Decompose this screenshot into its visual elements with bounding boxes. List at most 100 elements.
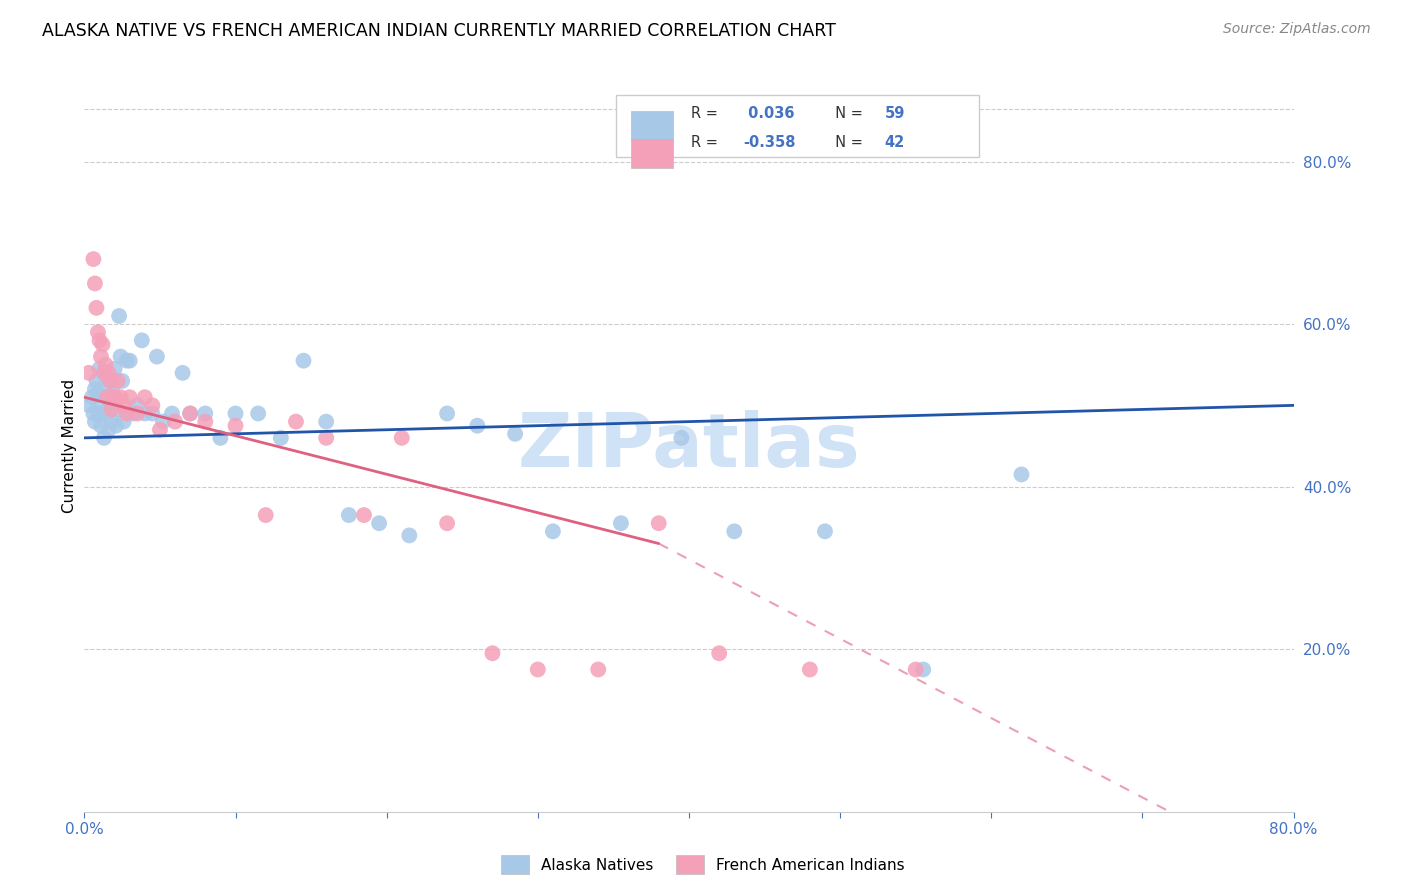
Point	[315, 431, 337, 445]
Text: 0.036: 0.036	[744, 105, 794, 120]
Point	[127, 407, 149, 421]
Point	[115, 353, 138, 368]
Point	[149, 423, 172, 437]
Point	[391, 431, 413, 445]
Point	[814, 524, 837, 539]
Point	[86, 374, 108, 388]
Point	[527, 663, 550, 677]
Point	[87, 325, 110, 339]
Point	[368, 516, 391, 531]
Point	[82, 252, 104, 266]
Point	[86, 301, 108, 315]
Point	[436, 516, 458, 531]
Point	[90, 418, 112, 433]
Point	[247, 407, 270, 421]
Point	[107, 374, 129, 388]
Point	[104, 361, 127, 376]
Point	[82, 407, 104, 421]
Text: R =: R =	[692, 135, 723, 150]
Point	[141, 407, 163, 421]
Point	[112, 398, 135, 412]
Point	[904, 663, 927, 677]
Point	[709, 646, 731, 660]
Point	[100, 402, 122, 417]
Point	[648, 516, 671, 531]
Point	[134, 407, 156, 421]
Point	[101, 386, 124, 401]
Point	[94, 378, 117, 392]
Point	[110, 390, 132, 404]
Point	[104, 390, 127, 404]
Point	[467, 418, 489, 433]
Text: -0.358: -0.358	[744, 135, 796, 150]
Point	[80, 390, 103, 404]
Point	[398, 528, 420, 542]
Point	[165, 415, 187, 429]
Point	[97, 390, 120, 404]
Point	[84, 382, 107, 396]
FancyBboxPatch shape	[616, 95, 979, 157]
Text: ZIPatlas: ZIPatlas	[517, 409, 860, 483]
Point	[671, 431, 693, 445]
Y-axis label: Currently Married: Currently Married	[62, 379, 77, 513]
Point	[141, 398, 163, 412]
Point	[96, 390, 118, 404]
Point	[77, 398, 100, 412]
Point	[91, 337, 114, 351]
Point	[89, 407, 111, 421]
Point	[98, 374, 121, 388]
Point	[292, 353, 315, 368]
Point	[436, 407, 458, 421]
Point	[209, 431, 232, 445]
Point	[93, 366, 115, 380]
Point	[270, 431, 292, 445]
Point	[160, 407, 183, 421]
Point	[89, 361, 111, 376]
Point	[152, 415, 174, 429]
Point	[481, 646, 503, 660]
Legend: Alaska Natives, French American Indians: Alaska Natives, French American Indians	[495, 849, 911, 880]
Point	[97, 423, 120, 437]
Point	[194, 415, 217, 429]
Point	[503, 426, 526, 441]
Point	[1011, 467, 1033, 482]
Point	[77, 366, 100, 380]
Point	[87, 386, 110, 401]
Point	[285, 415, 308, 429]
Point	[353, 508, 375, 522]
Point	[131, 334, 153, 348]
FancyBboxPatch shape	[631, 111, 673, 140]
Point	[146, 350, 169, 364]
Point	[105, 418, 128, 433]
Point	[723, 524, 745, 539]
Text: ALASKA NATIVE VS FRENCH AMERICAN INDIAN CURRENTLY MARRIED CORRELATION CHART: ALASKA NATIVE VS FRENCH AMERICAN INDIAN …	[42, 22, 837, 40]
Point	[89, 334, 111, 348]
Point	[84, 415, 107, 429]
Point	[94, 358, 117, 372]
Point	[172, 366, 194, 380]
Text: 42: 42	[884, 135, 905, 150]
Point	[110, 350, 132, 364]
Point	[91, 398, 114, 412]
Point	[90, 350, 112, 364]
Point	[97, 366, 120, 380]
Point	[225, 418, 247, 433]
Point	[179, 407, 201, 421]
Point	[225, 407, 247, 421]
Point	[337, 508, 360, 522]
Point	[541, 524, 564, 539]
Point	[194, 407, 217, 421]
Point	[799, 663, 821, 677]
Point	[610, 516, 633, 531]
Point	[96, 407, 118, 421]
Point	[121, 407, 143, 421]
Point	[315, 415, 337, 429]
Point	[108, 309, 131, 323]
Text: R =: R =	[692, 105, 723, 120]
Point	[115, 407, 138, 421]
Point	[93, 431, 115, 445]
Point	[107, 402, 129, 417]
Point	[118, 390, 141, 404]
Point	[101, 390, 124, 404]
Point	[111, 374, 134, 388]
